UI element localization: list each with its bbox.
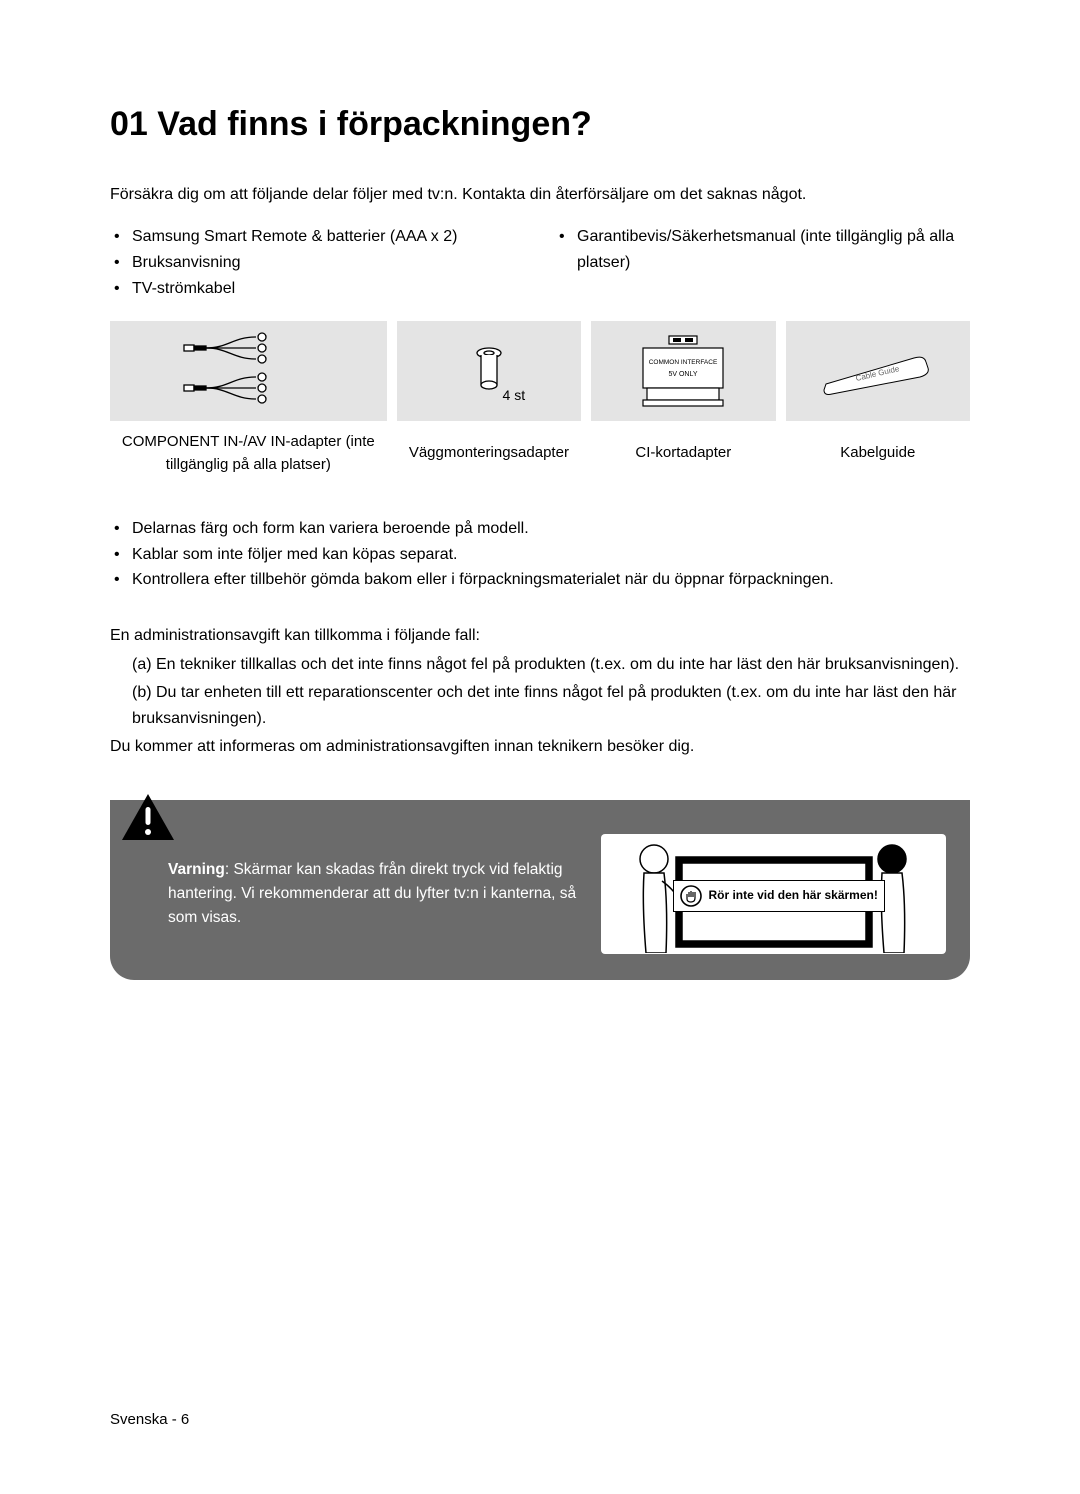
notes-section: Delarnas färg och form kan variera beroe… bbox=[110, 516, 970, 760]
warning-section: Varning: Skärmar kan skadas från direkt … bbox=[110, 800, 970, 980]
intro-text: Försäkra dig om att följande delar följe… bbox=[110, 184, 970, 206]
warning-bold: Varning bbox=[168, 861, 225, 878]
list-left: Samsung Smart Remote & batterier (AAA x … bbox=[110, 224, 525, 301]
ci-adapter-icon: COMMON INTERFACE 5V ONLY bbox=[633, 332, 733, 410]
list-item: Garantibevis/Säkerhetsmanual (inte tillg… bbox=[577, 224, 970, 275]
item-label: COMPONENT IN-/AV IN-adapter (inte tillgä… bbox=[110, 431, 387, 476]
admin-intro: En administrationsavgift kan tillkomma i… bbox=[110, 623, 970, 649]
list-item: TV-strömkabel bbox=[132, 276, 525, 302]
warning-callout-text: Rör inte vid den här skärmen! bbox=[708, 888, 877, 904]
items-row: COMPONENT IN-/AV IN-adapter (inte tillgä… bbox=[110, 321, 970, 476]
item-label: Kabelguide bbox=[840, 431, 915, 475]
warning-illustration: Rör inte vid den här skärmen! bbox=[601, 834, 946, 954]
cable-adapter-icon bbox=[178, 331, 318, 411]
svg-text:COMMON INTERFACE: COMMON INTERFACE bbox=[649, 359, 718, 366]
cable-guide-icon: Cable Guide bbox=[818, 346, 938, 396]
warning-icon bbox=[120, 792, 176, 842]
warning-body: Varning: Skärmar kan skadas från direkt … bbox=[110, 800, 970, 980]
item-illustration: 4 st bbox=[397, 321, 581, 421]
item-illustration bbox=[110, 321, 387, 421]
item-illustration: COMMON INTERFACE 5V ONLY bbox=[591, 321, 775, 421]
item-illustration: Cable Guide bbox=[786, 321, 970, 421]
warning-rest: : Skärmar kan skadas från direkt tryck v… bbox=[168, 861, 576, 926]
list-item: Kontrollera efter tillbehör gömda bakom … bbox=[132, 567, 970, 593]
page-title: 01 Vad finns i förpackningen? bbox=[110, 105, 970, 144]
list-item: Kablar som inte följer med kan köpas sep… bbox=[132, 542, 970, 568]
svg-text:5V ONLY: 5V ONLY bbox=[669, 371, 698, 378]
included-lists: Samsung Smart Remote & batterier (AAA x … bbox=[110, 224, 970, 301]
item-label: CI-kortadapter bbox=[635, 431, 731, 475]
item-wall-adapter: 4 st Väggmonteringsadapter bbox=[397, 321, 581, 476]
list-item: Samsung Smart Remote & batterier (AAA x … bbox=[132, 224, 525, 250]
no-touch-icon bbox=[680, 885, 702, 907]
warning-text: Varning: Skärmar kan skadas från direkt … bbox=[168, 858, 581, 930]
notes-list: Delarnas färg och form kan variera beroe… bbox=[110, 516, 970, 593]
item-component-adapter: COMPONENT IN-/AV IN-adapter (inte tillgä… bbox=[110, 321, 387, 476]
warning-callout: Rör inte vid den här skärmen! bbox=[673, 880, 884, 912]
list-right: Garantibevis/Säkerhetsmanual (inte tillg… bbox=[555, 224, 970, 275]
item-label: Väggmonteringsadapter bbox=[409, 431, 569, 475]
page-footer: Svenska - 6 bbox=[110, 1411, 189, 1428]
qty-label: 4 st bbox=[503, 387, 526, 403]
list-item: Bruksanvisning bbox=[132, 250, 525, 276]
item-cable-guide: Cable Guide Kabelguide bbox=[786, 321, 970, 476]
item-ci-adapter: COMMON INTERFACE 5V ONLY CI-kortadapter bbox=[591, 321, 775, 476]
list-item: Delarnas färg och form kan variera beroe… bbox=[132, 516, 970, 542]
admin-case-b: (b) Du tar enheten till ett reparationsc… bbox=[110, 680, 970, 731]
admin-outro: Du kommer att informeras om administrati… bbox=[110, 734, 970, 760]
admin-case-a: (a) En tekniker tillkallas och det inte … bbox=[110, 652, 970, 678]
